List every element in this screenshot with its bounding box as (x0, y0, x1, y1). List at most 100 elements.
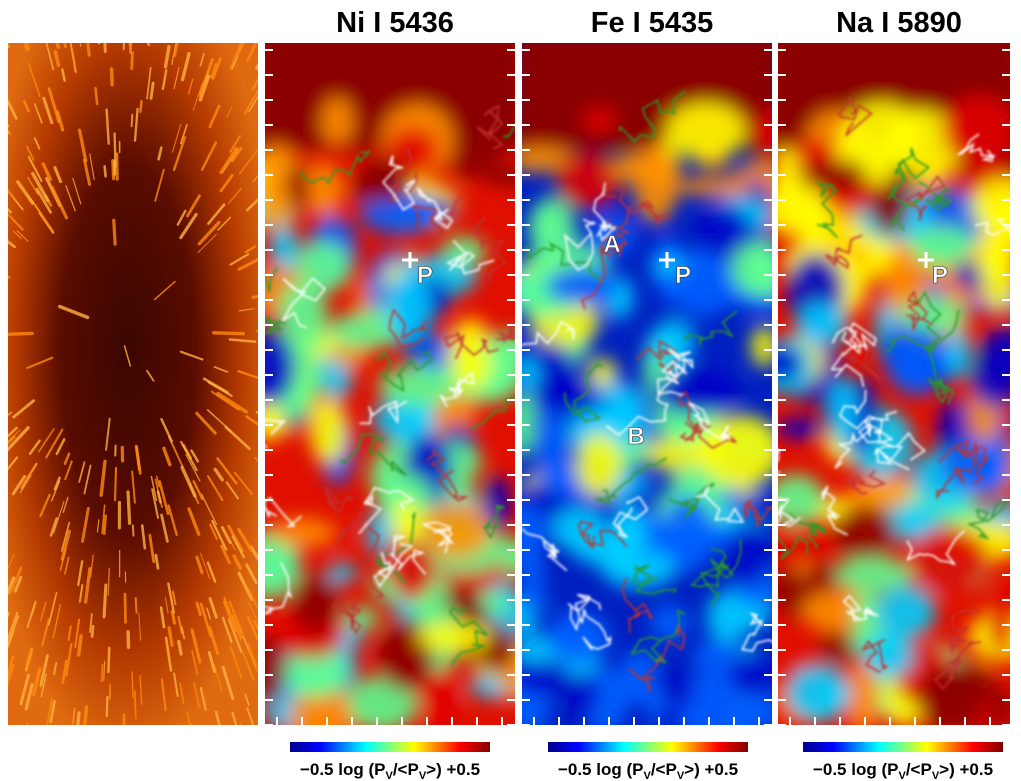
contour (522, 528, 568, 572)
fibril (16, 180, 35, 205)
fibril (61, 659, 68, 684)
fibril (206, 561, 217, 583)
fibril (81, 506, 90, 543)
blob (778, 474, 826, 525)
contour (420, 521, 454, 554)
fibril (160, 678, 167, 711)
contour (265, 561, 293, 615)
fibril (186, 711, 191, 725)
fibril (45, 428, 64, 459)
contour (606, 375, 674, 437)
fibril (79, 43, 82, 47)
blob (659, 664, 701, 705)
fibril (217, 216, 232, 231)
fibril (19, 673, 30, 706)
colorbar-text: +0.5 (959, 760, 993, 779)
fibril (76, 711, 81, 725)
fibril (252, 175, 258, 182)
fibril (171, 123, 182, 153)
contour (339, 433, 407, 477)
fibril (180, 51, 191, 82)
fibril (220, 544, 231, 565)
fibril (89, 153, 95, 181)
fibril (134, 444, 142, 471)
contour (816, 181, 838, 239)
fibril (192, 480, 204, 501)
fibril (24, 682, 34, 711)
fibril (55, 438, 66, 456)
fibril (214, 710, 221, 725)
fibril (220, 525, 232, 544)
fibril (172, 136, 187, 172)
contour (927, 376, 955, 405)
contour (788, 512, 827, 550)
contour (740, 612, 772, 652)
contour (612, 495, 648, 538)
fibril (16, 230, 29, 242)
fibril (233, 471, 254, 496)
blob (575, 432, 623, 496)
fibril (237, 527, 253, 552)
fibril (26, 356, 54, 369)
fibril (216, 391, 248, 414)
contour (873, 431, 926, 471)
fibril (228, 618, 243, 653)
blob (607, 151, 682, 185)
contour (592, 182, 617, 242)
fibril (254, 620, 258, 631)
fibril (12, 399, 36, 419)
contour (375, 350, 433, 393)
blob (728, 651, 772, 697)
colorbar-text: +0.5 (446, 760, 480, 779)
fibril (171, 590, 177, 606)
contour (470, 395, 515, 431)
contour (265, 419, 286, 449)
fibril (99, 459, 107, 497)
fibril (71, 49, 78, 74)
contour (936, 440, 990, 500)
fibril (248, 94, 258, 113)
colorbar (290, 742, 490, 752)
fibril (148, 43, 151, 47)
fibril (49, 700, 56, 724)
colorbar-text: >) (426, 760, 442, 779)
fibril (94, 86, 99, 106)
contour (684, 420, 737, 450)
blob (673, 176, 755, 197)
contours (522, 90, 772, 693)
contour (696, 486, 745, 523)
fibril (179, 123, 188, 145)
blob (301, 162, 344, 216)
fibril (199, 52, 205, 67)
contour (944, 609, 980, 655)
fibril (53, 166, 63, 184)
fibril (8, 331, 34, 336)
fibril (41, 162, 53, 181)
colorbar-text: −0.5 (813, 760, 847, 779)
blob (366, 510, 393, 557)
contour (906, 529, 966, 566)
blob (583, 107, 616, 134)
fibril (239, 148, 258, 175)
fibril (25, 145, 35, 161)
contour (909, 290, 942, 385)
fibril (22, 99, 30, 113)
fibril (173, 43, 179, 57)
fibril (40, 601, 47, 622)
fibril (139, 100, 143, 113)
fibril (208, 104, 221, 129)
fibril (35, 187, 52, 214)
fibril (158, 480, 170, 516)
contour (700, 547, 735, 588)
fibril (150, 475, 158, 502)
fibril (237, 571, 254, 601)
contour (834, 422, 893, 469)
fibril (82, 158, 92, 186)
fibril (154, 553, 160, 570)
contour (861, 638, 889, 673)
fibril (76, 634, 83, 657)
fibril (28, 439, 41, 456)
colorbar-text: V (932, 770, 940, 781)
contour (482, 504, 506, 539)
fibril (63, 43, 67, 49)
